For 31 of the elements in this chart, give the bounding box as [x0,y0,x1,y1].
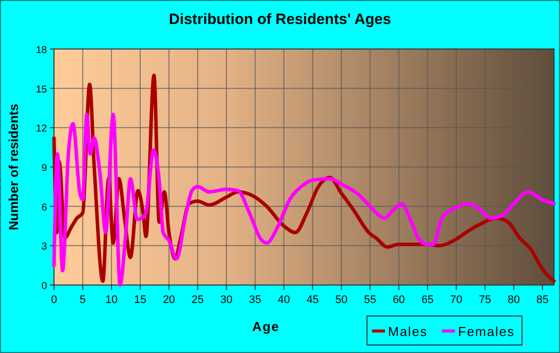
y-tick-label: 18 [36,45,48,56]
x-tick-label: 65 [421,294,434,306]
legend-label: Males [388,324,428,339]
line-series [52,112,556,287]
x-tick-label: 50 [335,294,348,306]
legend-label: Females [458,324,515,339]
x-tick-label: 75 [478,294,492,306]
y-tick-label: 15 [36,84,48,96]
y-axis-title: Number of residents [6,104,21,230]
x-tick-label: 60 [392,294,405,306]
x-tick-label: 45 [306,294,319,306]
x-tick-label: 20 [162,294,176,306]
x-tick-label: 0 [50,294,58,306]
y-tick-label: 3 [41,242,48,253]
x-tick-label: 25 [192,294,204,306]
x-tick-label: 85 [536,294,549,306]
x-tick-label: 15 [134,294,146,306]
chart-title: Distribution of Residents' Ages [168,11,392,28]
x-tick-label: 80 [508,294,520,306]
x-tick-label: 35 [249,294,262,306]
x-tick-label: 55 [364,294,376,306]
y-tick-label: 9 [41,163,48,174]
x-tick-label: 70 [450,294,462,306]
y-tick-label: 6 [41,202,48,214]
x-tick-label: 5 [80,294,86,306]
y-tick-label: 0 [41,281,48,292]
x-axis-title: Age [252,319,280,334]
x-tick-label: 40 [278,294,290,306]
x-tick-label: 30 [220,294,233,306]
y-tick-label: 12 [36,124,48,135]
x-tick-label: 10 [105,294,118,306]
